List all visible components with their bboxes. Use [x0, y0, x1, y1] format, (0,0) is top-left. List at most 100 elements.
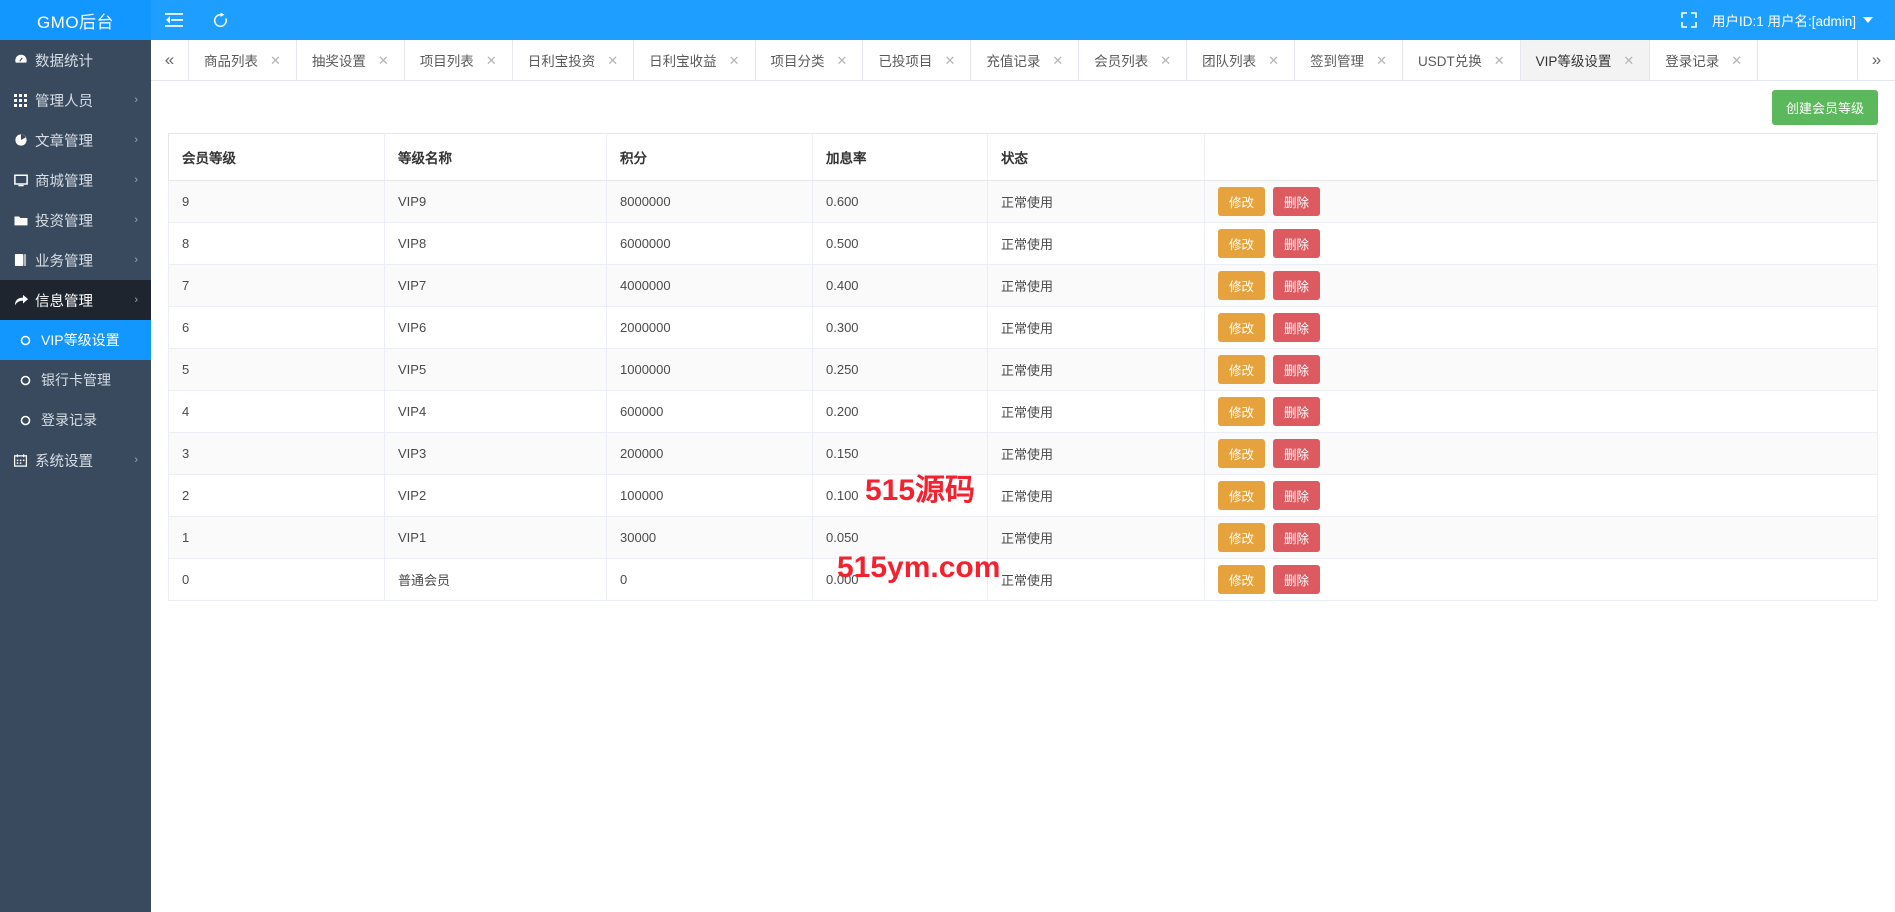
- row-actions: 修改 删除: [1218, 565, 1864, 594]
- tab-close-icon[interactable]: ✕: [1376, 52, 1387, 68]
- delete-button[interactable]: 删除: [1273, 397, 1321, 426]
- tab-close-icon[interactable]: ✕: [1160, 52, 1172, 68]
- chevron-right-icon: ›: [134, 214, 138, 226]
- edit-button[interactable]: 修改: [1218, 355, 1266, 384]
- sidebar-item-5[interactable]: 业务管理 ›: [0, 240, 151, 280]
- tab-4[interactable]: 日利宝收益 ✕: [634, 40, 756, 80]
- content-area: 用户ID:1 用户名:[admin] « 商品列表 ✕ 抽奖设置 ✕ 项目列表 ✕ 日利宝投…: [151, 0, 1895, 912]
- cell-points: 8000000: [606, 180, 813, 223]
- tab-close-icon[interactable]: ✕: [1268, 52, 1280, 68]
- edit-button[interactable]: 修改: [1218, 271, 1266, 300]
- tab-close-icon[interactable]: ✕: [1493, 52, 1505, 68]
- sidebar-item-7[interactable]: VIP等级设置: [0, 320, 151, 360]
- cell-rate: 0.250: [812, 348, 988, 391]
- sidebar-item-6[interactable]: 信息管理 ›: [0, 280, 151, 320]
- tab-10[interactable]: 签到管理 ✕: [1295, 40, 1403, 80]
- row-actions: 修改 删除: [1218, 523, 1864, 552]
- delete-button[interactable]: 删除: [1273, 313, 1321, 342]
- tab-8[interactable]: 会员列表 ✕: [1079, 40, 1188, 80]
- refresh-icon[interactable]: [197, 0, 243, 40]
- delete-button[interactable]: 删除: [1273, 271, 1321, 300]
- tab-label: 商品列表: [204, 54, 258, 69]
- tab-7[interactable]: 充值记录 ✕: [971, 40, 1080, 80]
- tab-5[interactable]: 项目分类 ✕: [755, 40, 864, 80]
- user-label: 用户ID:1 用户名:[admin]: [1711, 14, 1856, 29]
- delete-button[interactable]: 删除: [1273, 565, 1321, 594]
- cell-name: VIP9: [384, 180, 607, 223]
- tab-close-icon[interactable]: ✕: [1623, 52, 1635, 68]
- tab-11[interactable]: USDT兑换 ✕: [1402, 40, 1521, 80]
- delete-button[interactable]: 删除: [1273, 439, 1321, 468]
- tab-scroll-left-icon[interactable]: «: [151, 40, 189, 80]
- cell-actions: 修改 删除: [1204, 474, 1878, 517]
- cell-points: 6000000: [606, 222, 813, 265]
- delete-button[interactable]: 删除: [1273, 481, 1321, 510]
- sidebar-item-8[interactable]: 银行卡管理: [0, 360, 151, 400]
- row-actions: 修改 删除: [1218, 439, 1864, 468]
- fullscreen-expand-icon[interactable]: [1666, 0, 1712, 40]
- cell-level: 6: [168, 306, 385, 349]
- edit-button[interactable]: 修改: [1218, 313, 1266, 342]
- circle-icon: [20, 375, 41, 386]
- delete-button[interactable]: 删除: [1273, 355, 1321, 384]
- cell-level: 8: [168, 222, 385, 265]
- edit-button[interactable]: 修改: [1218, 439, 1266, 468]
- table-row: 3 VIP3 200000 0.150 正常使用 修改 删除: [168, 432, 1878, 475]
- table-body: 9 VIP9 8000000 0.600 正常使用 修改 删除 8 VIP8 6000000 0.5…: [168, 180, 1878, 601]
- tab-6[interactable]: 已投项目 ✕: [863, 40, 972, 80]
- edit-button[interactable]: 修改: [1218, 397, 1266, 426]
- tab-1[interactable]: 抽奖设置 ✕: [296, 40, 405, 80]
- edit-button[interactable]: 修改: [1218, 523, 1266, 552]
- chevron-right-icon: ›: [134, 134, 138, 146]
- tab-12[interactable]: VIP等级设置 ✕: [1520, 40, 1651, 80]
- cell-actions: 修改 删除: [1204, 348, 1878, 391]
- tab-close-icon[interactable]: ✕: [944, 52, 956, 68]
- tab-label: 日利宝收益: [649, 54, 717, 69]
- tab-close-icon[interactable]: ✕: [607, 52, 619, 68]
- tab-3[interactable]: 日利宝投资 ✕: [512, 40, 635, 80]
- cell-rate: 0.500: [812, 222, 988, 265]
- tab-close-icon[interactable]: ✕: [377, 52, 389, 68]
- cell-name: VIP2: [384, 474, 607, 517]
- cell-actions: 修改 删除: [1204, 180, 1878, 223]
- sidebar-item-2[interactable]: 文章管理 ›: [0, 120, 151, 160]
- tab-2[interactable]: 项目列表 ✕: [404, 40, 513, 80]
- circle-icon: [20, 415, 41, 426]
- sidebar-item-4[interactable]: 投资管理 ›: [0, 200, 151, 240]
- sidebar-item-label: 文章管理: [35, 133, 93, 150]
- cell-name: 普通会员: [384, 558, 607, 601]
- edit-button[interactable]: 修改: [1218, 229, 1266, 258]
- tab-9[interactable]: 团队列表 ✕: [1187, 40, 1296, 80]
- tab-scroll-right-icon[interactable]: »: [1857, 40, 1895, 80]
- top-bar: 用户ID:1 用户名:[admin]: [151, 0, 1895, 40]
- tab-close-icon[interactable]: ✕: [1052, 52, 1064, 68]
- tab-label: 抽奖设置: [311, 54, 366, 69]
- edit-button[interactable]: 修改: [1218, 481, 1266, 510]
- edit-button[interactable]: 修改: [1218, 565, 1266, 594]
- create-member-level-button[interactable]: 创建会员等级: [1771, 89, 1878, 125]
- tab-label: 项目分类: [770, 54, 825, 69]
- tab-close-icon[interactable]: ✕: [728, 52, 740, 68]
- cell-points: 200000: [606, 432, 813, 475]
- hamburger-collapse-icon[interactable]: [151, 0, 197, 40]
- sidebar-item-10[interactable]: 系统设置 ›: [0, 440, 151, 480]
- edit-button[interactable]: 修改: [1218, 187, 1266, 216]
- tab-0[interactable]: 商品列表 ✕: [189, 40, 297, 80]
- sidebar-item-label: 业务管理: [35, 253, 93, 270]
- sidebar-item-3[interactable]: 商城管理 ›: [0, 160, 151, 200]
- delete-button[interactable]: 删除: [1273, 523, 1321, 552]
- tab-13[interactable]: 登录记录 ✕: [1650, 40, 1759, 80]
- tab-close-icon[interactable]: ✕: [270, 52, 281, 68]
- sidebar-item-9[interactable]: 登录记录: [0, 400, 151, 440]
- tab-close-icon[interactable]: ✕: [836, 52, 848, 68]
- tab-close-icon[interactable]: ✕: [485, 52, 497, 68]
- sidebar-item-1[interactable]: 管理人员 ›: [0, 80, 151, 120]
- sidebar-item-label: 管理人员: [35, 93, 93, 110]
- user-menu[interactable]: 用户ID:1 用户名:[admin]: [1712, 10, 1895, 30]
- tab-label: 充值记录: [986, 54, 1041, 69]
- delete-button[interactable]: 删除: [1273, 229, 1321, 258]
- sidebar-item-0[interactable]: 数据统计: [0, 40, 151, 80]
- table-row: 5 VIP5 1000000 0.250 正常使用 修改 删除: [168, 348, 1878, 391]
- tab-close-icon[interactable]: ✕: [1731, 52, 1743, 68]
- delete-button[interactable]: 删除: [1273, 187, 1321, 216]
